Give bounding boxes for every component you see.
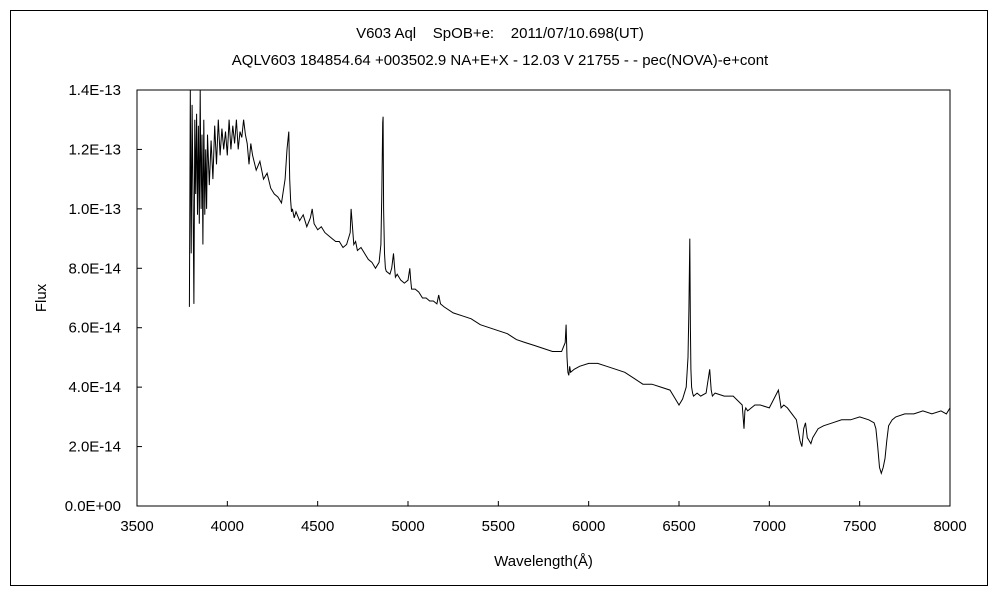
chart-title: V603 Aql SpOB+e: 2011/07/10.698(UT) [356, 25, 644, 42]
x-tick-label: 7500 [843, 518, 876, 535]
x-tick-label: 6500 [662, 518, 695, 535]
x-tick-label: 4500 [301, 518, 334, 535]
y-tick-label: 1.4E-13 [68, 82, 121, 99]
y-axis-label: Flux [33, 283, 50, 312]
y-axis: 0.0E+00 2.0E-14 4.0E-14 6.0E-14 8.0E-14 1.0E-… [65, 82, 142, 515]
chart-subtitle: AQLV603 184854.64 +003502.9 NA+E+X - 12.… [231, 52, 769, 69]
y-tick-label: 8.0E-14 [68, 260, 121, 277]
x-tick-label: 4000 [211, 518, 244, 535]
chart-frame [10, 10, 988, 586]
y-tick-label: 1.0E-13 [68, 201, 121, 218]
y-tick-label: 4.0E-14 [68, 379, 121, 396]
spectrum-line [188, 89, 951, 475]
x-tick-label: 6000 [572, 518, 605, 535]
plot-area [136, 89, 951, 507]
x-axis-label: Wavelength(Å) [494, 553, 593, 570]
y-tick-label: 6.0E-14 [68, 320, 121, 337]
x-tick-label: 7000 [753, 518, 786, 535]
x-tick-label: 5000 [391, 518, 424, 535]
x-tick-label: 5500 [482, 518, 515, 535]
x-tick-label: 3500 [120, 518, 153, 535]
x-tick-label: 8000 [933, 518, 966, 535]
y-tick-label: 2.0E-14 [68, 439, 121, 456]
x-axis: 3500 4000 4500 5000 5500 6000 6500 7000 7500 8000 [120, 501, 967, 535]
y-tick-label: 1.2E-13 [68, 141, 121, 158]
y-tick-label: 0.0E+00 [65, 498, 121, 515]
